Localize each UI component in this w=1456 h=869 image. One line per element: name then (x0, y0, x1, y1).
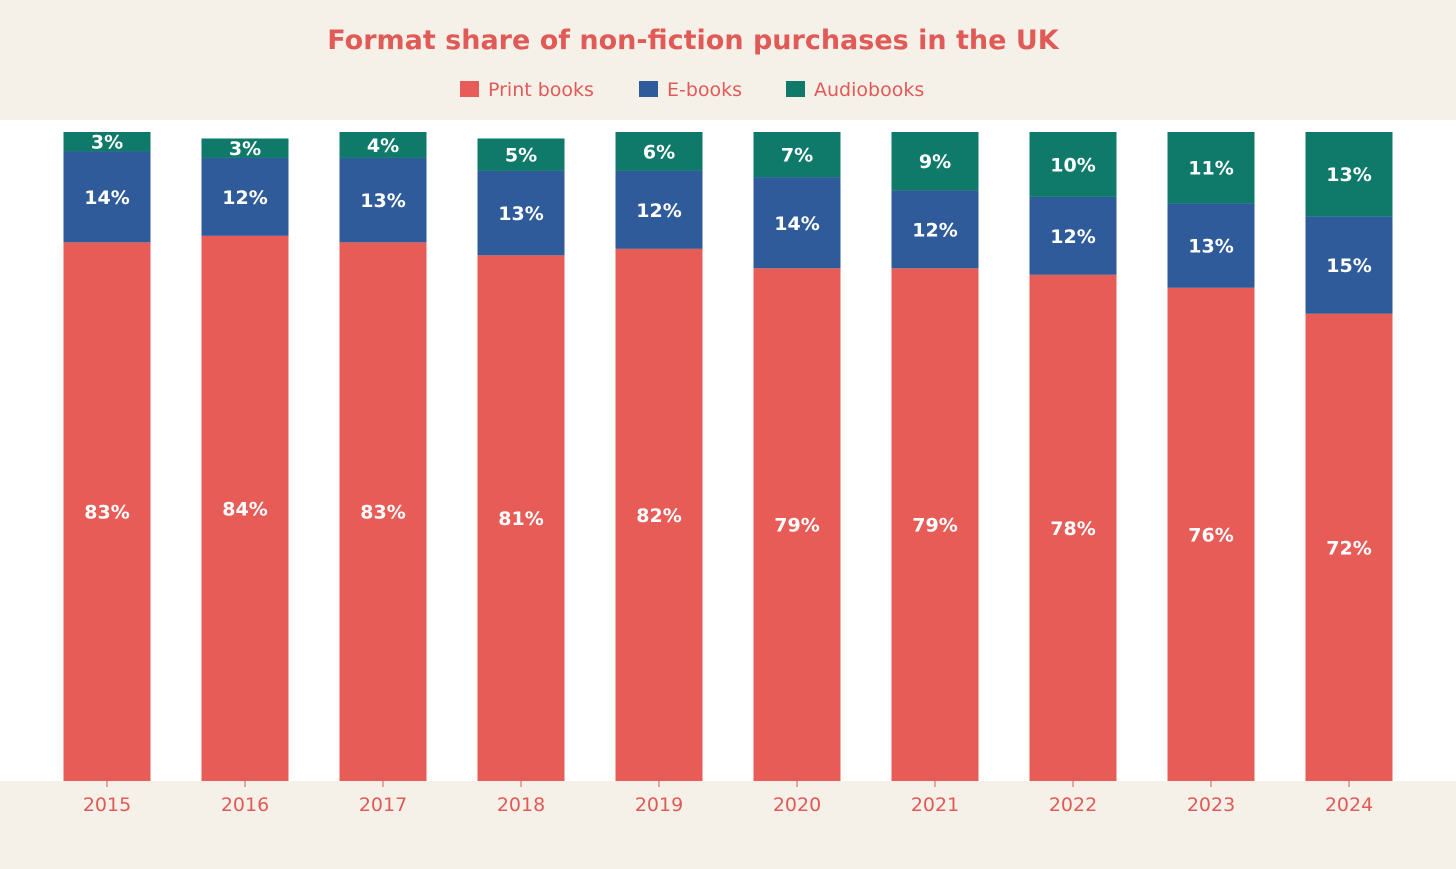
legend-swatch-1 (639, 81, 658, 97)
bar-2019-1 (615, 170, 703, 249)
data-label-2018-0: 81% (498, 508, 543, 530)
data-label-2024-0: 72% (1326, 537, 1371, 559)
legend-swatch-0 (460, 81, 479, 97)
data-label-2016-2: 3% (229, 138, 261, 160)
x-tick-label-2017: 2017 (359, 794, 407, 816)
data-label-2023-1: 13% (1188, 236, 1233, 258)
bar-2023-2 (1167, 132, 1255, 204)
data-label-2024-1: 15% (1326, 255, 1371, 277)
chart-title: Format share of non-fiction purchases in… (327, 25, 1059, 56)
data-label-2022-2: 10% (1050, 154, 1095, 176)
data-label-2016-1: 12% (222, 187, 267, 209)
bars: 83% 14% 3% 84% 12% 3% 83% 13% 4% 81% 13% 5% 82% 12% 6%… (63, 132, 1393, 782)
x-tick-label-2019: 2019 (635, 794, 683, 816)
x-tick-label-2021: 2021 (911, 794, 959, 816)
bar-2020-2 (753, 132, 841, 178)
bar-2015-2 (63, 132, 151, 152)
data-label-2020-2: 7% (781, 145, 813, 167)
bar-2024-2 (1305, 132, 1393, 217)
legend: Print books E-books Audiobooks (460, 79, 924, 101)
bar-2020-0 (753, 268, 841, 781)
bar-2023-1 (1167, 203, 1255, 288)
data-label-2023-0: 76% (1188, 524, 1233, 546)
legend-swatch-2 (786, 81, 805, 97)
bar-2021-0 (891, 268, 979, 781)
x-tick-label-2023: 2023 (1187, 794, 1235, 816)
data-label-2016-0: 84% (222, 498, 267, 520)
data-label-2020-0: 79% (774, 515, 819, 537)
bar-2020-1 (753, 177, 841, 269)
data-label-2021-1: 12% (912, 219, 957, 241)
bar-2023-0 (1167, 287, 1255, 781)
bar-2022-1 (1029, 196, 1117, 275)
legend-label-2: Audiobooks (814, 79, 924, 101)
x-axis-ticks: 2015 2016 2017 2018 2019 2020 2021 2022 2023 2024 (83, 781, 1373, 816)
data-label-2015-0: 83% (84, 502, 129, 524)
data-label-2017-0: 83% (360, 502, 405, 524)
bar-2017-0 (339, 242, 427, 781)
x-tick-label-2020: 2020 (773, 794, 821, 816)
data-label-2018-2: 5% (505, 145, 537, 167)
data-label-2020-1: 14% (774, 213, 819, 235)
data-label-2015-1: 14% (84, 187, 129, 209)
data-label-2024-2: 13% (1326, 164, 1371, 186)
bar-2022-2 (1029, 132, 1117, 197)
bar-2024-1 (1305, 216, 1393, 314)
data-label-2015-2: 3% (91, 132, 123, 154)
bar-2021-2 (891, 132, 979, 191)
data-label-2017-2: 4% (367, 135, 399, 157)
bar-2018-2 (477, 138, 565, 171)
data-label-2022-0: 78% (1050, 518, 1095, 540)
bar-2021-1 (891, 190, 979, 269)
bar-2015-0 (63, 242, 151, 781)
data-label-2021-0: 79% (912, 515, 957, 537)
bar-2017-2 (339, 132, 427, 158)
bar-2016-1 (201, 157, 289, 236)
x-tick-label-2015: 2015 (83, 794, 131, 816)
legend-label-0: Print books (488, 79, 594, 101)
x-tick-label-2024: 2024 (1325, 794, 1373, 816)
x-tick-label-2022: 2022 (1049, 794, 1097, 816)
bar-2024-0 (1305, 313, 1393, 781)
bar-2018-0 (477, 255, 565, 781)
data-label-2019-2: 6% (643, 141, 675, 163)
x-tick-label-2018: 2018 (497, 794, 545, 816)
bar-2016-0 (201, 235, 289, 782)
data-label-2019-0: 82% (636, 505, 681, 527)
bar-2018-1 (477, 170, 565, 256)
bar-2019-2 (615, 132, 703, 171)
bar-2017-1 (339, 157, 427, 243)
data-label-2017-1: 13% (360, 190, 405, 212)
x-tick-label-2016: 2016 (221, 794, 269, 816)
bar-2022-0 (1029, 274, 1117, 781)
legend-label-1: E-books (667, 79, 742, 101)
data-label-2018-1: 13% (498, 203, 543, 225)
bar-2019-0 (615, 248, 703, 781)
data-label-2023-2: 11% (1188, 158, 1233, 180)
data-label-2021-2: 9% (919, 151, 951, 173)
data-label-2022-1: 12% (1050, 226, 1095, 248)
bar-2015-1 (63, 151, 151, 243)
bar-2016-2 (201, 138, 289, 158)
data-label-2019-1: 12% (636, 200, 681, 222)
